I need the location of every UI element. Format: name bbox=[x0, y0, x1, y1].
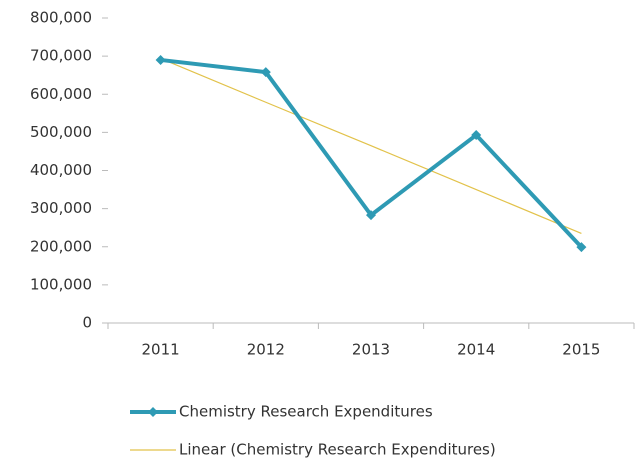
y-tick-label: 700,000 bbox=[30, 47, 92, 65]
legend-label: Chemistry Research Expenditures bbox=[179, 403, 433, 421]
x-tick-label: 2014 bbox=[457, 341, 495, 359]
x-tick-label: 2013 bbox=[352, 341, 390, 359]
y-tick-label: 800,000 bbox=[30, 9, 92, 27]
trend-line bbox=[160, 57, 582, 234]
marker bbox=[366, 210, 376, 221]
legend-label: Linear (Chemistry Research Expenditures) bbox=[179, 441, 496, 459]
y-tick-label: 0 bbox=[82, 314, 92, 332]
marker bbox=[471, 130, 482, 141]
y-tick-label: 100,000 bbox=[30, 275, 92, 293]
legend-marker bbox=[148, 407, 158, 417]
x-tick-label: 2015 bbox=[562, 341, 600, 359]
y-tick-label: 500,000 bbox=[30, 123, 92, 141]
y-tick-label: 300,000 bbox=[30, 199, 92, 217]
x-tick-label: 2011 bbox=[142, 341, 180, 359]
y-tick-label: 600,000 bbox=[30, 85, 92, 103]
y-tick-label: 200,000 bbox=[30, 237, 92, 255]
y-tick-label: 400,000 bbox=[30, 161, 92, 179]
x-tick-label: 2012 bbox=[247, 341, 285, 359]
marker bbox=[155, 54, 166, 65]
marker bbox=[576, 242, 587, 253]
marker bbox=[260, 67, 271, 78]
